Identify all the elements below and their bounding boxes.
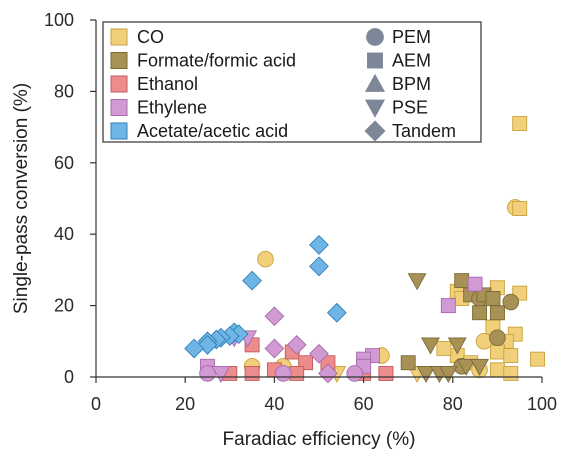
formate-point [489, 305, 505, 321]
acetate-point [184, 338, 204, 359]
ethylene-point [440, 298, 456, 314]
acetate-legend-label: Acetate/acetic acid [137, 121, 288, 141]
co-legend-label: CO [137, 27, 164, 47]
x-tick-label: 40 [264, 394, 284, 414]
axis-ticks: 0 20 40 60 80 100 0 20 40 60 80 100 [44, 10, 557, 414]
acetate-legend-swatch [110, 122, 128, 140]
formate-point [470, 358, 490, 376]
ethanol-legend-label: Ethanol [137, 74, 198, 94]
legend: CO Formate/formic acid Ethanol Ethylene Acet… [102, 21, 482, 143]
y-tick-label: 60 [54, 153, 74, 173]
formate-point [400, 355, 416, 371]
formate-point [416, 366, 436, 384]
formate-legend-label: Formate/formic acid [137, 51, 296, 71]
co-point [512, 116, 528, 131]
ethylene-point [318, 363, 338, 384]
ethanol-point [244, 365, 260, 381]
ethylene-point [286, 334, 307, 355]
formate-point [438, 366, 458, 384]
acetate-point [309, 256, 329, 277]
bpm-legend-marker [364, 73, 386, 92]
ethylene-legend-swatch [110, 99, 128, 116]
co-point [530, 351, 545, 367]
formate-point [489, 329, 506, 347]
ethylene-point [275, 365, 292, 382]
formate-point [502, 293, 520, 311]
co-legend-swatch [110, 28, 128, 46]
ethylene-point [346, 365, 363, 382]
ethylene-point [264, 306, 285, 327]
formate-legend-swatch [110, 52, 128, 69]
aem-legend-label: AEM [392, 51, 431, 71]
y-tick-label: 80 [54, 81, 74, 101]
axes [95, 20, 542, 378]
data-marks [184, 116, 545, 384]
ethanol-point [378, 365, 394, 381]
y-tick-label: 40 [54, 224, 74, 244]
co-point [503, 348, 519, 364]
y-tick-label: 0 [64, 367, 74, 387]
ethanol-legend-swatch [110, 75, 128, 93]
x-tick-label: 100 [527, 394, 557, 414]
x-tick-label: 0 [91, 394, 101, 414]
formate-point [454, 273, 470, 289]
ethylene-point [467, 276, 483, 292]
ethylene-legend-label: Ethylene [137, 98, 207, 118]
y-axis-title: Single-pass conversion (%) [11, 83, 32, 314]
tandem-legend-label: Tandem [392, 121, 456, 141]
pem-legend-label: PEM [392, 27, 431, 47]
x-tick-label: 20 [175, 394, 195, 414]
co-point [489, 362, 505, 378]
co-point [489, 344, 505, 360]
co-point [257, 250, 274, 268]
co-point [436, 340, 452, 356]
y-tick-label: 20 [54, 296, 74, 316]
formate-point [485, 291, 501, 306]
co-point [503, 365, 519, 381]
formate-point [407, 273, 427, 291]
acetate-point [326, 302, 347, 323]
x-axis-title: Faradiac efficiency (%) [223, 429, 416, 450]
formate-point [447, 337, 467, 355]
acetate-point [309, 235, 329, 255]
formate-point [472, 305, 488, 321]
acetate-point [242, 270, 262, 291]
formate-point [456, 358, 476, 376]
ethylene-point [264, 338, 285, 359]
formate-point [421, 337, 440, 355]
pem-legend-marker [366, 28, 384, 46]
ethylene-point [211, 366, 231, 384]
pse-legend-marker [364, 99, 386, 118]
ethanol-point [289, 365, 305, 381]
x-tick-label: 60 [354, 394, 374, 414]
y-tick-label: 100 [44, 10, 74, 30]
tandem-legend-marker [364, 120, 386, 142]
x-tick-label: 80 [443, 394, 463, 414]
pse-legend-label: PSE [392, 98, 428, 118]
co-point [512, 201, 528, 216]
bpm-legend-label: BPM [392, 74, 431, 94]
aem-legend-marker [367, 52, 383, 69]
legend-box [102, 21, 482, 143]
ethylene-point [309, 343, 329, 364]
